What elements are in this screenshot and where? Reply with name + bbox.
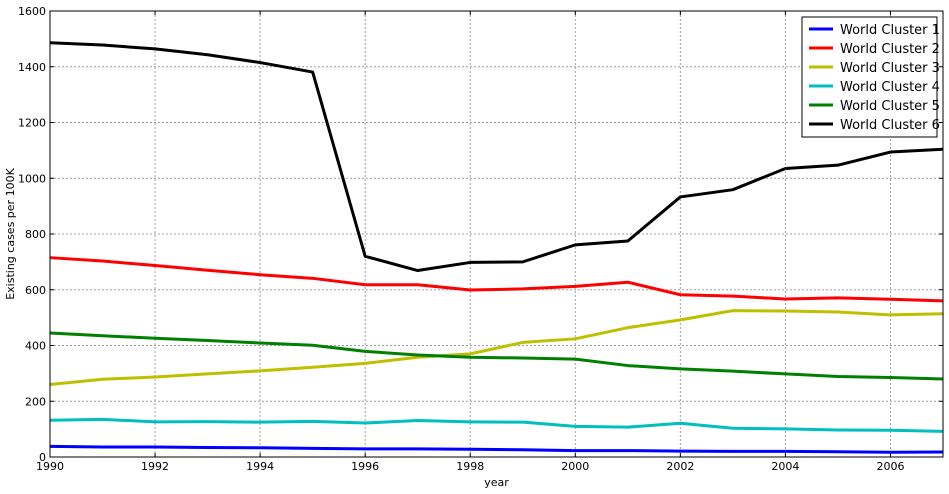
- legend-label: World Cluster 4: [840, 80, 940, 95]
- series-line-6: [49, 41, 944, 273]
- y-tick-label: 800: [25, 228, 46, 241]
- legend-label: World Cluster 1: [840, 23, 940, 38]
- series-line-5: [49, 331, 944, 381]
- series-line-1: [49, 444, 944, 454]
- legend-label: World Cluster 3: [840, 61, 940, 76]
- series-line-4: [49, 417, 944, 433]
- y-tick-label: 600: [25, 284, 46, 297]
- series-lines: [49, 41, 944, 454]
- x-tick-label: 2006: [876, 460, 904, 473]
- y-tick-label: 0: [39, 451, 46, 464]
- y-tick-label: 1000: [18, 172, 46, 185]
- series-line-2: [49, 256, 944, 303]
- x-tick-label: 2000: [561, 460, 589, 473]
- x-tick-label: 1992: [141, 460, 169, 473]
- legend: World Cluster 1 World Cluster 2 World Clus…: [801, 16, 940, 138]
- y-tick-label: 1600: [18, 5, 46, 18]
- y-tick-label: 1200: [18, 117, 46, 130]
- legend-label: World Cluster 6: [840, 118, 940, 133]
- legend-label: World Cluster 2: [840, 42, 940, 57]
- x-axis-label: year: [484, 476, 509, 489]
- x-tick-label: 1998: [456, 460, 484, 473]
- series-line-3: [49, 309, 944, 387]
- y-tick-label: 200: [25, 395, 46, 408]
- y-tick-label: 400: [25, 340, 46, 353]
- legend-box: [801, 16, 938, 138]
- x-tick-label: 1994: [246, 460, 274, 473]
- y-axis-label: Existing cases per 100K: [4, 167, 17, 299]
- y-tick-label: 1400: [18, 61, 46, 74]
- x-tick-label: 1990: [36, 460, 64, 473]
- grid: [50, 11, 943, 457]
- x-tick-label: 2004: [771, 460, 799, 473]
- x-tick-label: 2002: [666, 460, 694, 473]
- x-tick-label: 1996: [351, 460, 379, 473]
- axis-ticks: 1990 1992 1994 1996 1998 2000 2002 2004 2006 0 200…: [18, 5, 943, 473]
- legend-label: World Cluster 5: [840, 99, 940, 114]
